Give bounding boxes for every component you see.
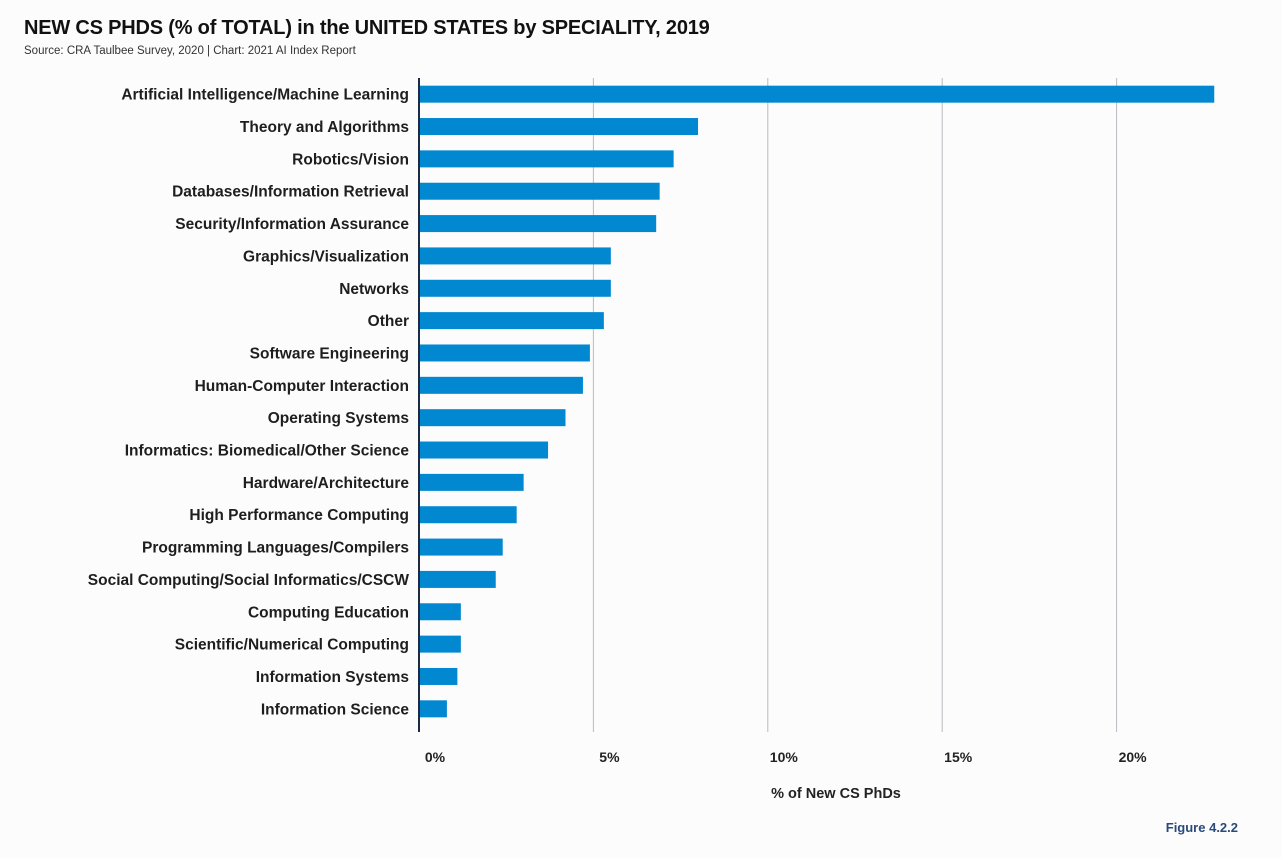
x-tick-label: 10% <box>770 749 799 765</box>
category-label: Scientific/Numerical Computing <box>175 637 409 654</box>
category-label: Security/Information Assurance <box>175 216 409 233</box>
category-label: Programming Languages/Compilers <box>142 540 409 557</box>
bar <box>419 118 699 136</box>
x-tick-label: 5% <box>599 749 620 765</box>
category-label: Robotics/Vision <box>292 151 409 168</box>
bar <box>419 603 461 621</box>
bar <box>419 279 611 297</box>
category-label: Information Systems <box>256 669 409 686</box>
figure-label: Figure 4.2.2 <box>1165 820 1238 835</box>
category-label: Graphics/Visualization <box>243 248 409 265</box>
x-tick-labels: 0% 5% 10% 15% 20% <box>425 749 1147 765</box>
category-labels: Artificial Intelligence/Machine Learning… <box>88 87 410 719</box>
x-tick-label: 15% <box>944 749 973 765</box>
category-label: Networks <box>339 281 409 298</box>
category-label: Other <box>368 313 409 330</box>
bar <box>419 409 566 427</box>
category-label: Human-Computer Interaction <box>195 378 409 395</box>
bar <box>419 700 447 718</box>
category-label: Social Computing/Social Informatics/CSCW <box>88 572 410 589</box>
bar <box>419 441 549 459</box>
bar <box>419 506 517 524</box>
category-label: Databases/Information Retrieval <box>172 184 409 201</box>
category-label: Operating Systems <box>268 410 409 427</box>
x-axis-title: % of New CS PhDs <box>771 786 901 802</box>
bar <box>419 247 611 265</box>
bar <box>419 473 524 491</box>
category-label: Computing Education <box>248 604 409 621</box>
chart-title: NEW CS PHDS (% of TOTAL) in the UNITED S… <box>24 17 710 39</box>
category-label: Theory and Algorithms <box>240 119 409 136</box>
category-label: Informatics: Biomedical/Other Science <box>125 443 410 460</box>
gridlines <box>592 78 1118 732</box>
bar <box>419 312 604 330</box>
bar <box>419 538 503 556</box>
category-label: Information Science <box>261 701 410 718</box>
bar <box>419 667 458 685</box>
category-label: High Performance Computing <box>189 507 409 524</box>
category-label: Hardware/Architecture <box>243 475 410 492</box>
bar <box>419 635 461 653</box>
chart-source: Source: CRA Taulbee Survey, 2020 | Chart… <box>24 45 356 57</box>
bar <box>419 376 583 394</box>
category-label: Software Engineering <box>250 345 409 362</box>
bar <box>419 215 657 233</box>
bars <box>419 85 1215 718</box>
bar <box>419 344 590 362</box>
x-tick-label: 20% <box>1119 749 1148 765</box>
bar <box>419 570 496 588</box>
bar <box>419 150 674 168</box>
bar <box>419 182 660 200</box>
x-tick-label: 0% <box>425 749 446 765</box>
bar <box>419 85 1215 103</box>
category-label: Artificial Intelligence/Machine Learning <box>121 87 409 104</box>
